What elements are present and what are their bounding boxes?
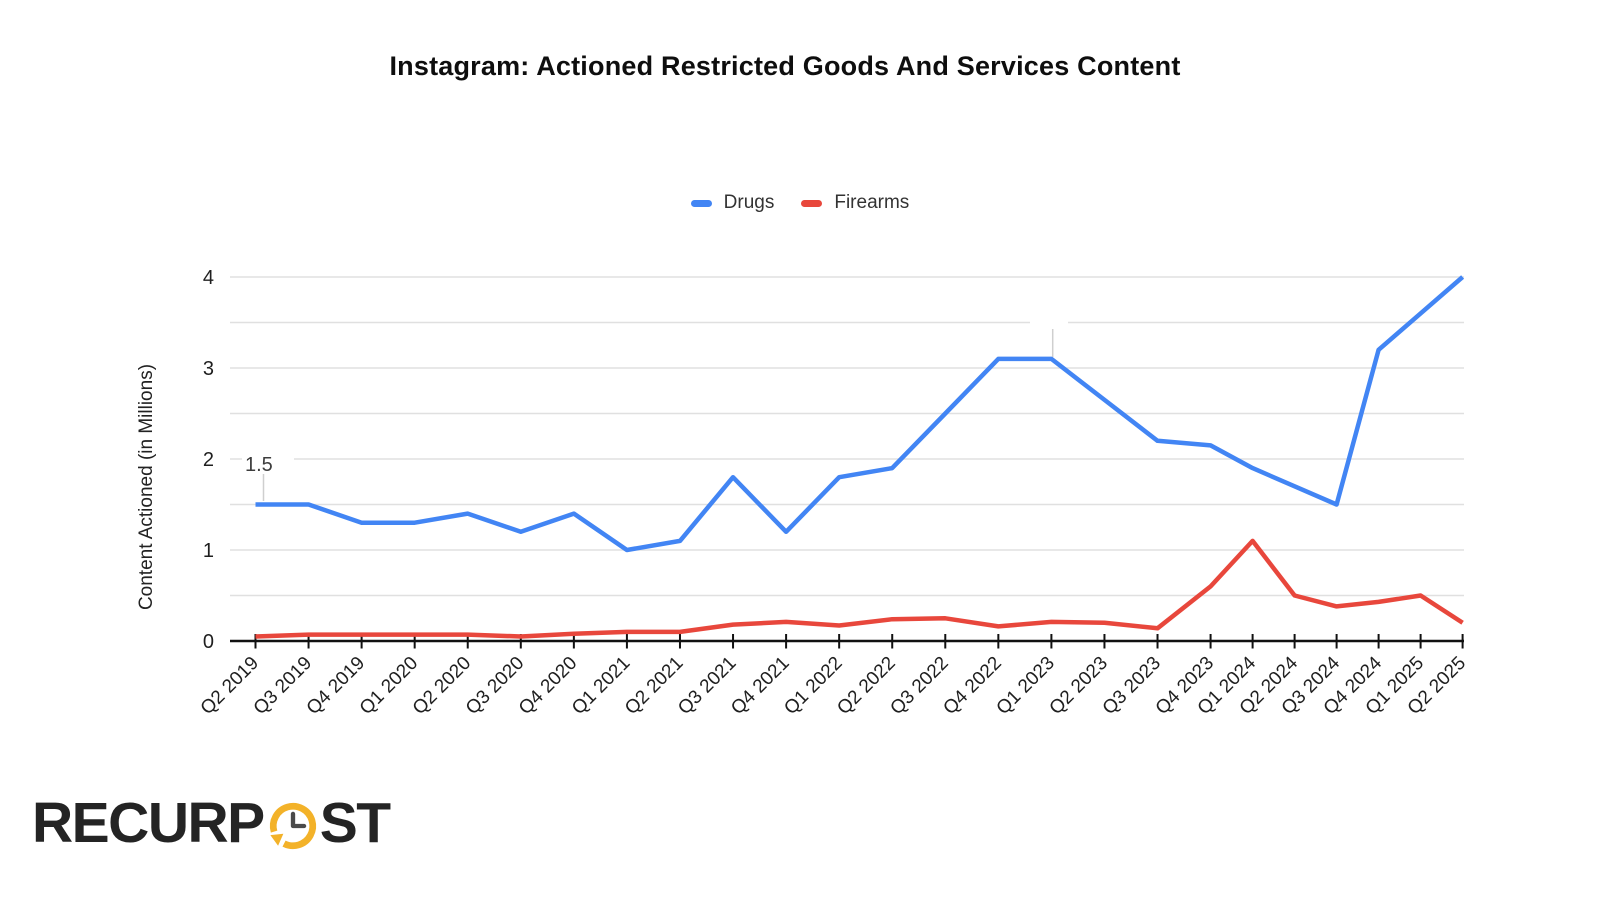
chart-title: Instagram: Actioned Restricted Goods And…	[389, 51, 1181, 81]
x-axis-tick-label: Q2 2023	[1046, 653, 1112, 719]
x-axis-tick-label: Q3 2023	[1099, 653, 1165, 719]
x-axis-tick-label: Q1 2021	[568, 653, 634, 719]
x-axis-tick-label: Q4 2022	[939, 653, 1005, 719]
legend-item-firearms: Firearms	[801, 192, 909, 214]
y-axis-tick-label: 3	[203, 358, 214, 380]
legend-label-drugs: Drugs	[723, 192, 775, 213]
logo-text-left: RECURP	[32, 791, 265, 855]
x-axis-tick-label: Q4 2021	[727, 653, 793, 719]
logo-text-right: ST	[319, 791, 391, 855]
x-axis-tick-label: Q2 2020	[409, 653, 475, 719]
x-axis-tick-label: Q3 2022	[886, 653, 952, 719]
hover-value-label: 1.5	[245, 454, 273, 476]
firearms-series-line[interactable]	[255, 538, 1464, 639]
tooltip-background	[242, 450, 294, 472]
x-axis-tick-label: Q1 2022	[780, 653, 846, 719]
x-axis-tick-label: Q2 2019	[197, 653, 263, 719]
line-chart-plot-area[interactable]: 0 1 2 3 4 Content Actioned (in Millions) Q2 20…	[0, 0, 1600, 780]
x-axis-tick-label: Q3 2020	[462, 653, 528, 719]
x-axis-tick-label: Q3 2021	[674, 653, 740, 719]
tooltip-background	[1030, 316, 1068, 329]
x-axis-tick-label: Q1 2020	[356, 653, 422, 719]
x-axis-tick-label: Q4 2019	[303, 653, 369, 719]
y-axis-tick-label: 0	[203, 631, 214, 653]
x-axis-tick-label: Q3 2019	[250, 653, 316, 719]
x-axis-tick-label: Q1 2023	[993, 653, 1059, 719]
y-axis-tick-label: 2	[203, 449, 214, 471]
y-axis-tick-label: 4	[203, 267, 214, 289]
firearms-series-swatch-icon	[801, 199, 823, 207]
x-axis-tick-label: Q2 2021	[621, 653, 687, 719]
legend-label-firearms: Firearms	[834, 192, 910, 213]
legend-item-drugs: Drugs	[690, 192, 775, 214]
x-axis-tick-label: Q4 2020	[515, 653, 581, 719]
recurpost-logo: RECURP ST	[32, 790, 391, 856]
y-axis-tick-label: 1	[203, 540, 214, 562]
drugs-series-swatch-icon	[690, 199, 712, 207]
x-axis-tick-label: Q2 2022	[833, 653, 899, 719]
y-axis-title: Content Actioned (in Millions)	[136, 364, 157, 610]
clock-icon	[267, 800, 319, 852]
drugs-series-line[interactable]	[255, 275, 1465, 553]
legend: Drugs Firearms	[0, 192, 1600, 214]
